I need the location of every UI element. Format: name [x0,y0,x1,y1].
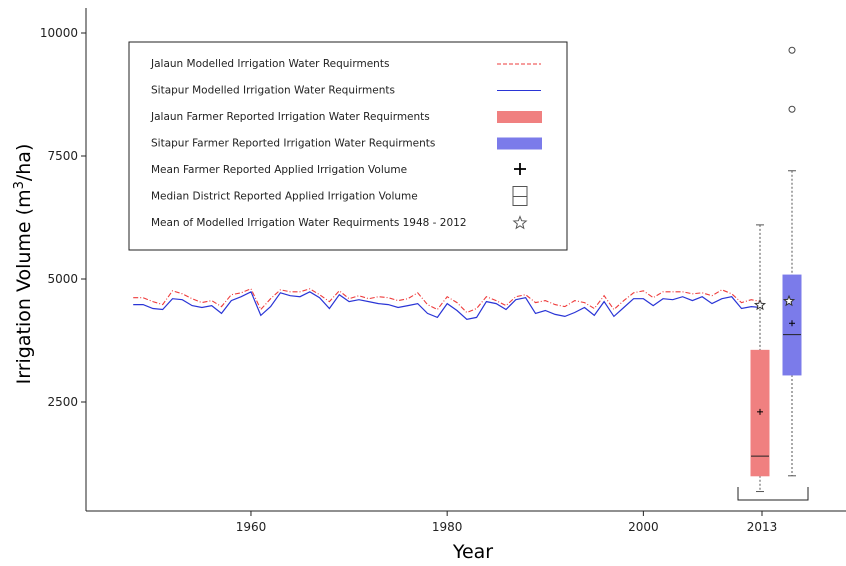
y-tick-label: 7500 [47,149,78,163]
legend-label: Mean of Modelled Irrigation Water Requir… [151,217,467,229]
legend: Jalaun Modelled Irrigation Water Requirm… [128,41,568,251]
x-tick-label: 1980 [432,520,463,534]
legend-label: Mean Farmer Reported Applied Irrigation … [151,164,407,176]
legend-swatch-star [512,215,528,230]
sitapur-outlier [788,105,796,113]
axes-layer [85,8,846,512]
legend-swatch-box [497,111,542,123]
legend-label: Jalaun Farmer Reported Irrigation Water … [150,111,430,123]
legend-frame [128,41,568,251]
boxplot-bracket [737,487,809,501]
legend-label: Median District Reported Applied Irrigat… [151,191,418,203]
sitapur-modelled-mean-star [782,294,796,307]
sitapur-outlier [788,46,796,54]
legend-label: Sitapur Farmer Reported Irrigation Water… [151,138,435,150]
jalaun-modelled-mean-star [753,298,767,311]
y-tick-label: 10000 [40,26,78,40]
y-axis-title-tail: /ha) [13,144,35,182]
x-axis-ticks: 1960 1980 2000 2013 [236,511,778,534]
x-tick-label: 1960 [236,520,267,534]
y-axis-title: Irrigation Volume (m3/ha) [12,144,35,385]
series-layer [133,288,762,320]
y-axis-title-superscript: 3 [12,181,27,189]
x-axis-title: Year [452,541,493,563]
y-axis-ticks: 2500 5000 7500 10000 [40,26,86,409]
sitapur-modelled-line [133,290,762,320]
legend-swatch-box [497,137,542,150]
boxplot-layer [737,46,809,501]
y-tick-label: 5000 [47,272,78,286]
legend-label: Sitapur Modelled Irrigation Water Requir… [151,85,395,97]
jalaun-modelled-line [133,288,762,314]
y-tick-label: 2500 [47,395,78,409]
x-tick-label-2013: 2013 [747,520,778,534]
x-tick-label: 2000 [628,520,659,534]
legend-label: Jalaun Modelled Irrigation Water Requirm… [150,58,389,70]
